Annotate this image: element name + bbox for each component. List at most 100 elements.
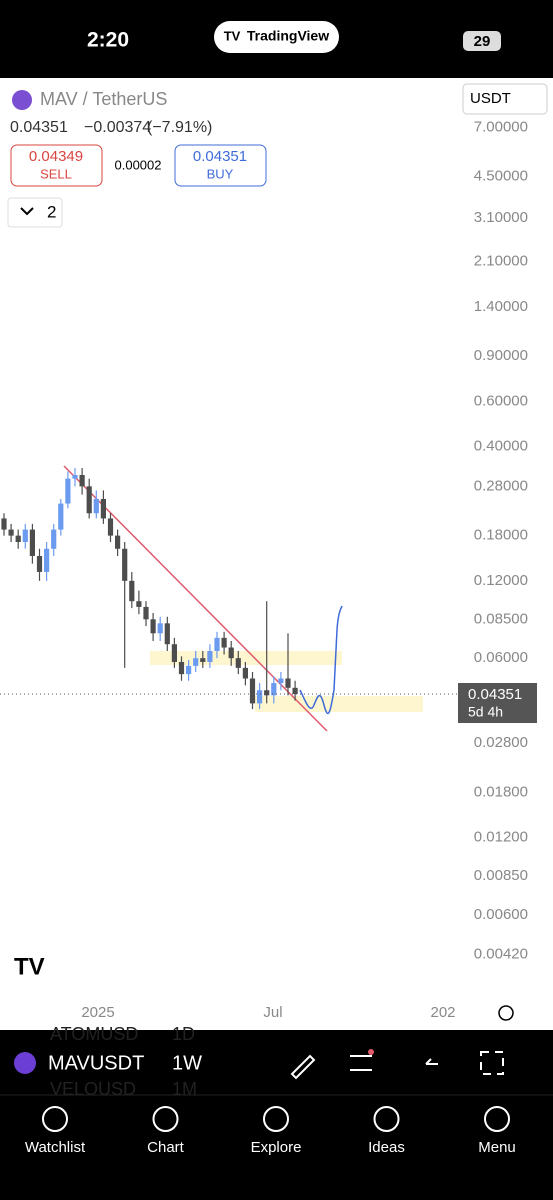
y-tick-label: 3.10000 — [474, 209, 528, 226]
nav-icon — [263, 1106, 289, 1132]
nav-label[interactable]: Ideas — [368, 1139, 405, 1156]
candle-body — [242, 667, 248, 679]
nav-label[interactable]: Chart — [147, 1139, 185, 1156]
y-tick-label: 0.12000 — [474, 572, 528, 589]
last-price: 0.04351 — [468, 686, 522, 703]
toolbar — [0, 1030, 553, 1200]
candle-body — [249, 678, 256, 704]
trend-line — [63, 465, 328, 732]
nav-label[interactable]: Menu — [478, 1139, 516, 1156]
chart-area — [0, 78, 553, 1030]
candle-body — [1, 518, 7, 530]
candle-body — [221, 637, 227, 648]
symbol-title[interactable]: MAV / TetherUS — [40, 89, 167, 109]
zone — [150, 651, 342, 665]
candle-body — [100, 498, 106, 519]
y-tick-label: 0.40000 — [474, 438, 528, 455]
y-tick-label: 0.00850 — [474, 867, 528, 884]
candle-body — [86, 486, 92, 514]
candle-body — [178, 661, 185, 675]
indicator-tool[interactable] — [350, 1055, 372, 1071]
chevron — [20, 207, 34, 216]
x-tick-label: 2025 — [81, 1004, 114, 1021]
candle-body — [44, 548, 50, 572]
y-tick-label: 0.02800 — [474, 734, 528, 751]
candle-body — [129, 580, 135, 602]
buy-label: BUY — [207, 166, 234, 181]
candle-body — [107, 518, 114, 536]
candle-body — [72, 475, 78, 479]
candle-body — [58, 503, 64, 530]
undo[interactable] — [425, 1058, 438, 1065]
candle-body — [214, 637, 220, 651]
nav-label[interactable]: Explore — [251, 1139, 302, 1156]
candle-body — [143, 606, 149, 620]
y-tick-label: 0.00600 — [474, 906, 528, 923]
candle-body — [150, 619, 156, 634]
nav-icon — [152, 1106, 179, 1132]
y-tick-label: 1.40000 — [474, 298, 528, 315]
buy-price: 0.04351 — [193, 148, 247, 165]
fullscreen[interactable] — [480, 1051, 504, 1075]
candle-body — [264, 690, 270, 696]
nav-icon — [42, 1106, 68, 1132]
candle-body — [157, 623, 163, 634]
nav-label[interactable]: Watchlist — [25, 1139, 86, 1156]
price: 0.04351 — [10, 119, 68, 136]
candle-body — [292, 687, 298, 695]
coin-icon — [12, 90, 32, 110]
ghost-row: ATOMUSD — [50, 1024, 138, 1044]
forecast-path — [299, 605, 343, 715]
app-logo: TV — [224, 28, 241, 43]
y-tick-label: 2.10000 — [474, 253, 528, 270]
y-tick-label: 0.08500 — [474, 610, 528, 627]
candle-body — [235, 658, 241, 668]
indicators-toggle[interactable] — [7, 197, 63, 228]
candle-body — [36, 555, 43, 572]
last-price-box — [458, 683, 537, 724]
app-pill[interactable] — [214, 21, 339, 53]
x-tick-label: 202 — [430, 1004, 455, 1021]
app-name: TradingView — [247, 28, 329, 44]
y-tick-label: 0.90000 — [474, 347, 528, 364]
candle-body — [8, 529, 14, 536]
ghost-row: VELOUSD — [50, 1079, 136, 1099]
candle-body — [171, 644, 177, 662]
toolbar-symbol[interactable]: MAVUSDT — [48, 1052, 144, 1074]
y-tick-label: 0.60000 — [474, 392, 528, 409]
y-tick-label: 0.06000 — [474, 649, 528, 666]
battery — [463, 31, 501, 51]
candle-body — [65, 478, 71, 504]
coin-icon — [14, 1052, 36, 1074]
sell-price: 0.04349 — [29, 148, 83, 165]
settings[interactable] — [498, 1005, 514, 1021]
candle-body — [29, 529, 35, 556]
candle-body — [271, 683, 277, 696]
candle-body — [22, 529, 28, 543]
candle-body — [79, 475, 85, 487]
candle-body — [186, 665, 192, 675]
battery-level: 29 — [474, 33, 491, 50]
y-tick-label: 0.18000 — [474, 527, 528, 544]
indicators-count: 2 — [47, 202, 56, 221]
sell-button[interactable] — [10, 144, 103, 187]
candle-body — [122, 548, 128, 581]
y-tick-label: 0.01800 — [474, 783, 528, 800]
sell-label: SELL — [40, 166, 72, 181]
toolbar-interval[interactable]: 1W — [172, 1052, 202, 1074]
x-tick-label: Jul — [263, 1004, 282, 1021]
nav-icon — [484, 1106, 510, 1132]
currency-select[interactable] — [462, 83, 548, 115]
y-tick-label: 0.00420 — [474, 946, 528, 963]
candle-body — [257, 690, 263, 704]
candle-body — [200, 658, 206, 662]
draw-tool[interactable] — [290, 1054, 316, 1080]
countdown: 5d 4h — [468, 704, 503, 720]
y-tick-label: 0.28000 — [474, 477, 528, 494]
candle-body — [136, 601, 142, 607]
change: −0.00374 — [84, 119, 151, 136]
candle-body — [164, 623, 170, 645]
candle-body — [51, 529, 57, 549]
buy-button[interactable] — [174, 144, 267, 187]
